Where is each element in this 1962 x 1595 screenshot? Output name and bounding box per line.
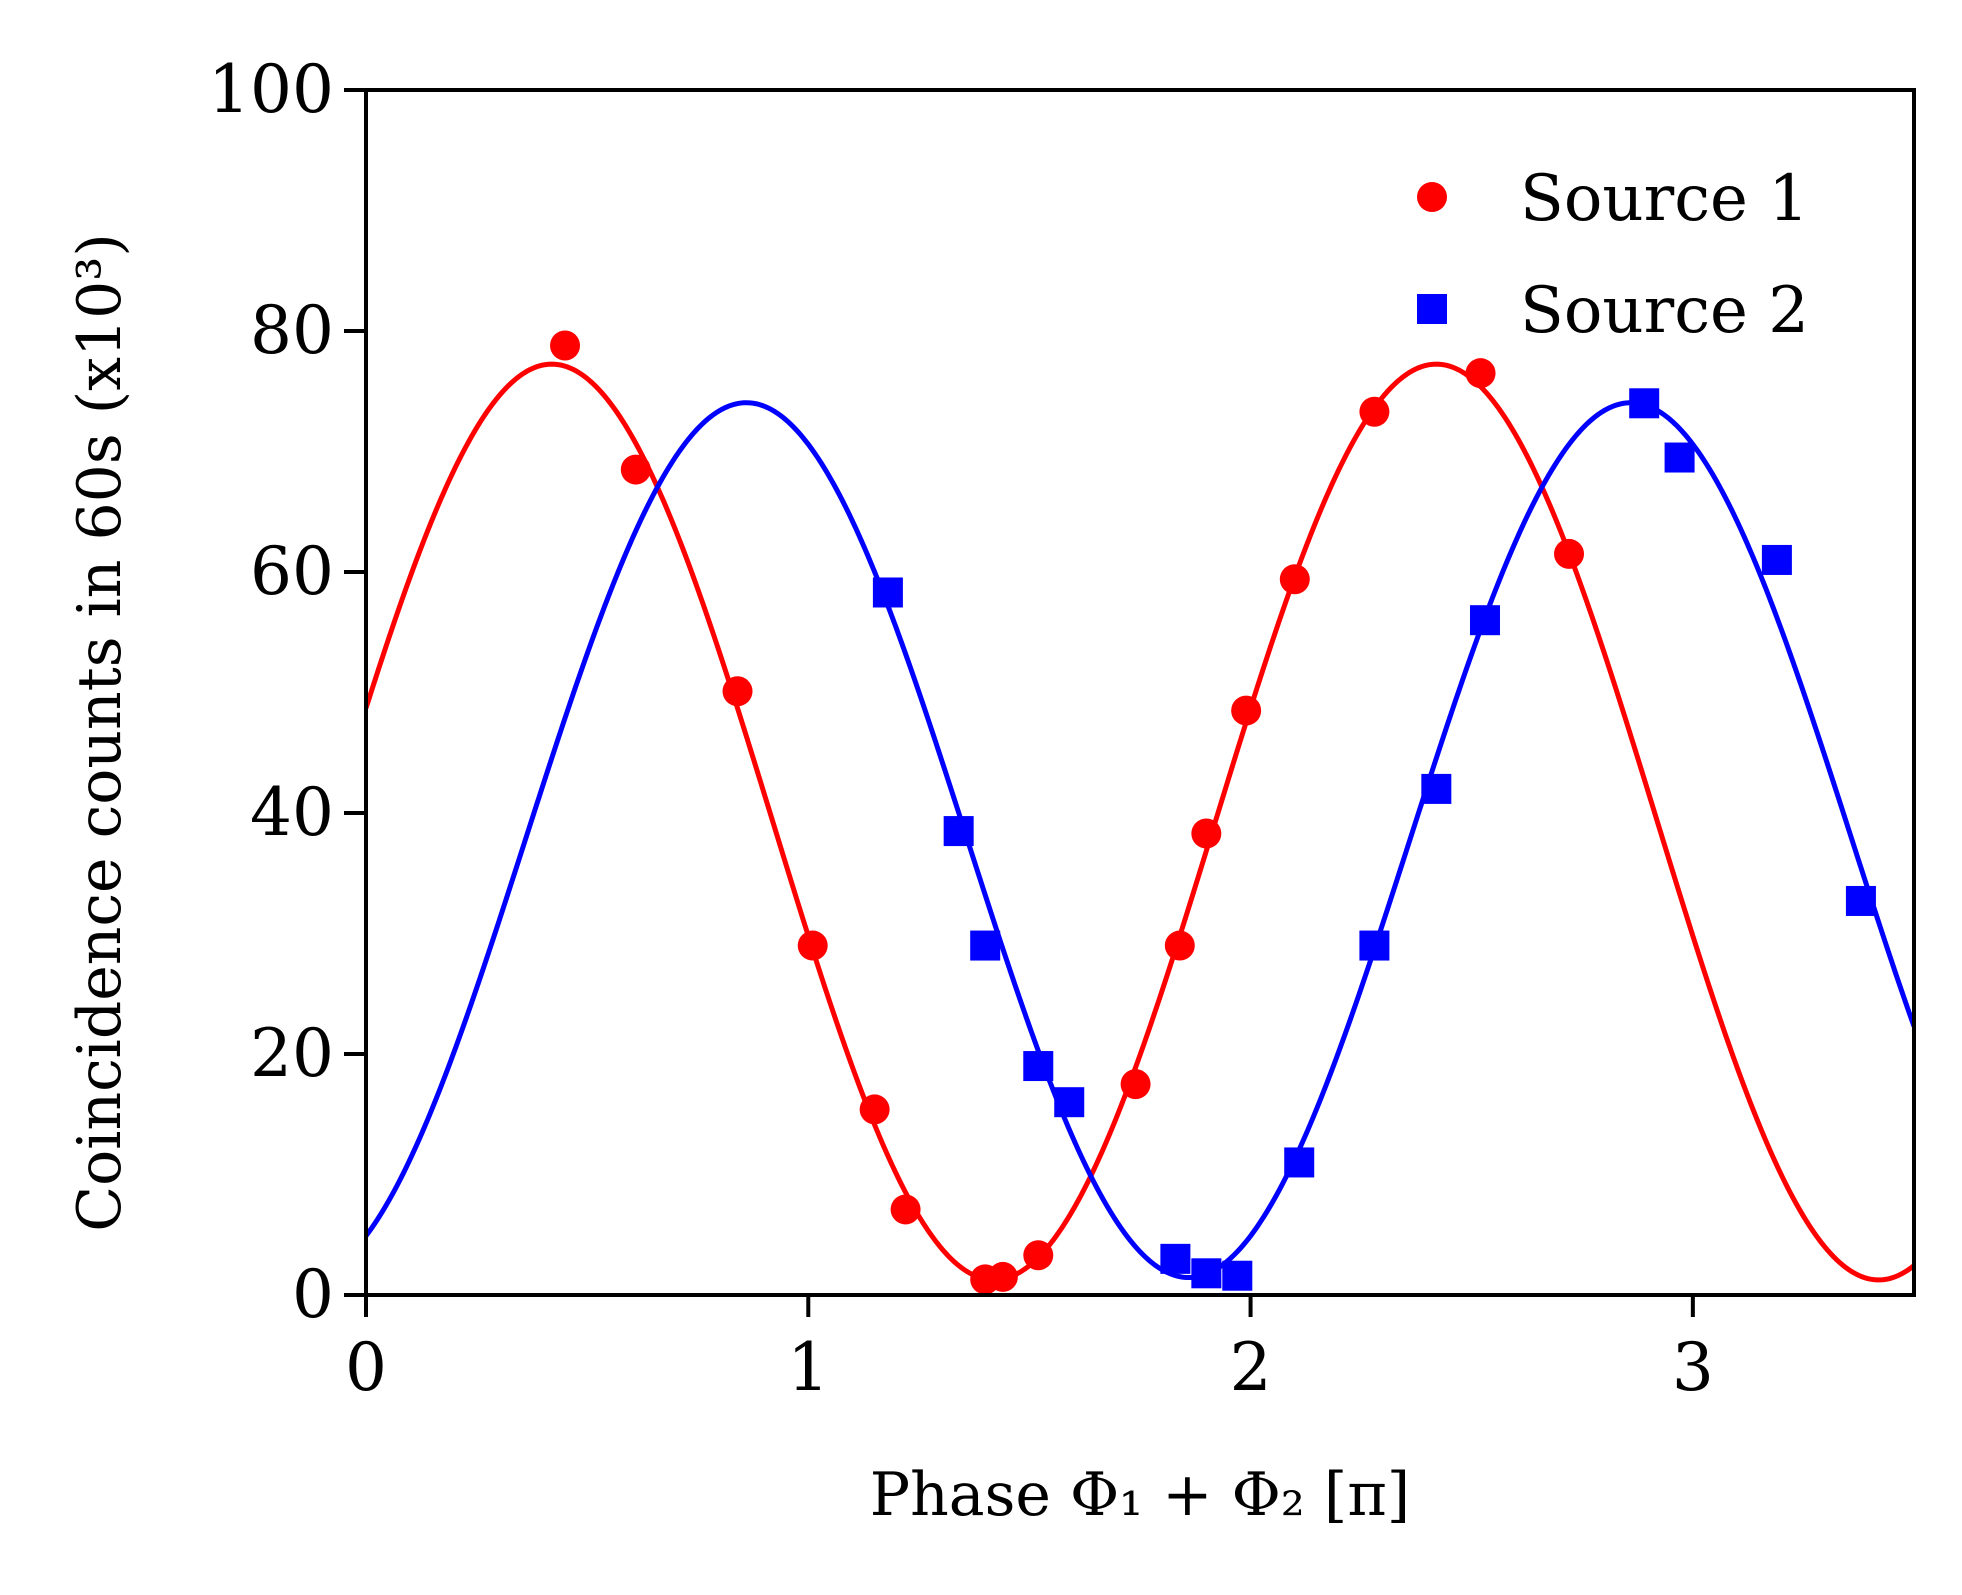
data-points	[550, 330, 1876, 1295]
data-point-source-2	[1222, 1260, 1253, 1291]
data-point-source-1	[620, 454, 651, 485]
data-point-source-1	[722, 676, 753, 707]
data-point-source-1	[1554, 538, 1585, 569]
axis-ticks: 0 1 2 3 0 20 40 60 80 100	[208, 51, 1714, 1406]
x-tick-label: 1	[787, 1329, 829, 1406]
y-tick-label: 0	[292, 1256, 334, 1333]
data-point-source-2	[1761, 544, 1792, 575]
y-tick-label: 40	[250, 774, 334, 851]
data-point-source-1	[1359, 396, 1390, 427]
data-point-source-2	[943, 816, 974, 847]
data-point-source-1	[1164, 930, 1195, 961]
plot-frame	[364, 88, 1916, 1297]
data-point-source-2	[970, 930, 1001, 961]
legend-label-source-2: Source 2	[1520, 274, 1809, 348]
x-tick-label: 3	[1672, 1329, 1714, 1406]
data-point-source-2	[1191, 1258, 1222, 1289]
fit-curve-source-1	[366, 361, 1914, 1283]
legend: Source 1 Source 2	[1417, 162, 1809, 348]
data-point-source-1	[1279, 564, 1310, 595]
data-point-source-2	[1284, 1147, 1315, 1178]
y-tick-label: 100	[208, 51, 334, 128]
data-point-source-1	[1465, 358, 1496, 389]
x-tick-label: 0	[345, 1329, 387, 1406]
y-tick-label: 60	[250, 533, 334, 610]
data-point-source-1	[859, 1094, 890, 1125]
data-point-source-1	[987, 1261, 1018, 1292]
legend-label-source-1: Source 1	[1520, 162, 1809, 236]
x-tick-label: 2	[1230, 1329, 1272, 1406]
y-axis-label: Coincidence counts in 60s (x10³)	[65, 233, 135, 1232]
data-point-source-2	[1054, 1087, 1085, 1118]
data-point-source-2	[1845, 885, 1876, 916]
data-point-source-2	[872, 577, 903, 608]
data-point-source-2	[1160, 1243, 1191, 1274]
data-point-source-1	[797, 930, 828, 961]
data-point-source-1	[1231, 695, 1262, 726]
legend-marker-source-2	[1417, 294, 1447, 324]
data-point-source-2	[1023, 1051, 1054, 1082]
x-axis-label: Phase Φ₁ + Φ₂ [π]	[870, 1460, 1410, 1530]
data-point-source-1	[1023, 1240, 1054, 1271]
data-point-source-1	[550, 330, 581, 361]
data-point-source-2	[1421, 773, 1452, 804]
data-point-source-2	[1629, 388, 1660, 419]
legend-marker-source-1	[1417, 182, 1447, 212]
data-point-source-2	[1469, 605, 1500, 636]
y-tick-label: 20	[250, 1015, 334, 1092]
data-point-source-1	[890, 1194, 921, 1225]
data-point-source-2	[1664, 442, 1695, 473]
data-point-source-1	[1120, 1069, 1151, 1100]
data-point-source-2	[1359, 930, 1390, 961]
y-tick-label: 80	[250, 292, 334, 369]
data-point-source-1	[1191, 818, 1222, 849]
